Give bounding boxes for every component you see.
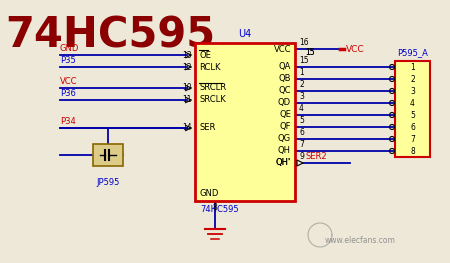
Text: SER2: SER2 bbox=[305, 152, 327, 161]
Text: QB: QB bbox=[279, 74, 291, 83]
Text: 16: 16 bbox=[299, 38, 309, 47]
Text: QD: QD bbox=[278, 99, 291, 108]
Text: 2: 2 bbox=[299, 80, 304, 89]
Text: 14: 14 bbox=[182, 124, 192, 133]
Text: SRCLK: SRCLK bbox=[199, 95, 226, 104]
Text: JP595: JP595 bbox=[96, 178, 120, 187]
Text: 1: 1 bbox=[410, 63, 415, 72]
Text: QG: QG bbox=[278, 134, 291, 144]
Text: QE: QE bbox=[279, 110, 291, 119]
Text: QH': QH' bbox=[276, 159, 291, 168]
Text: P35: P35 bbox=[60, 56, 76, 65]
Text: 4: 4 bbox=[410, 99, 415, 108]
Text: P34: P34 bbox=[60, 117, 76, 126]
Text: QC: QC bbox=[279, 87, 291, 95]
Text: SER: SER bbox=[199, 124, 216, 133]
Text: 6: 6 bbox=[410, 123, 415, 132]
Bar bbox=[395, 61, 430, 157]
Text: 15: 15 bbox=[305, 48, 315, 57]
Text: VCC: VCC bbox=[60, 77, 77, 86]
Bar bbox=[195, 43, 295, 201]
Text: P595_A: P595_A bbox=[397, 48, 428, 57]
Text: 2: 2 bbox=[410, 74, 415, 83]
Text: 3: 3 bbox=[410, 87, 415, 95]
Text: 1: 1 bbox=[299, 68, 304, 77]
Text: VCC: VCC bbox=[274, 44, 291, 53]
Text: 8: 8 bbox=[410, 146, 415, 155]
Text: 7: 7 bbox=[410, 134, 415, 144]
Text: 11: 11 bbox=[183, 95, 192, 104]
Text: P36: P36 bbox=[60, 89, 76, 98]
Text: 9: 9 bbox=[299, 152, 304, 161]
Text: 10: 10 bbox=[182, 83, 192, 93]
Text: 4: 4 bbox=[299, 104, 304, 113]
Text: GND: GND bbox=[199, 189, 218, 198]
Text: OE: OE bbox=[199, 50, 211, 59]
Text: U4: U4 bbox=[238, 29, 252, 39]
Text: 74HC595: 74HC595 bbox=[5, 15, 215, 57]
Text: 13: 13 bbox=[182, 50, 192, 59]
Text: SRCLR: SRCLR bbox=[199, 83, 226, 93]
Text: 74HC595: 74HC595 bbox=[200, 205, 239, 214]
Text: 15: 15 bbox=[305, 48, 315, 57]
Text: 8: 8 bbox=[212, 203, 217, 212]
Text: 15: 15 bbox=[299, 56, 309, 65]
Text: QF: QF bbox=[279, 123, 291, 132]
Text: GND: GND bbox=[60, 44, 79, 53]
Text: 7: 7 bbox=[299, 140, 304, 149]
Text: QA: QA bbox=[279, 63, 291, 72]
Text: 12: 12 bbox=[183, 63, 192, 72]
Text: VCC: VCC bbox=[346, 44, 364, 53]
Text: QH: QH bbox=[278, 146, 291, 155]
Text: 5: 5 bbox=[299, 116, 304, 125]
Text: RCLK: RCLK bbox=[199, 63, 220, 72]
Text: 5: 5 bbox=[410, 110, 415, 119]
Text: 6: 6 bbox=[299, 128, 304, 137]
Text: QH': QH' bbox=[276, 159, 291, 168]
Bar bbox=[93, 144, 123, 166]
Text: www.elecfans.com: www.elecfans.com bbox=[324, 236, 396, 245]
Text: 3: 3 bbox=[299, 92, 304, 101]
